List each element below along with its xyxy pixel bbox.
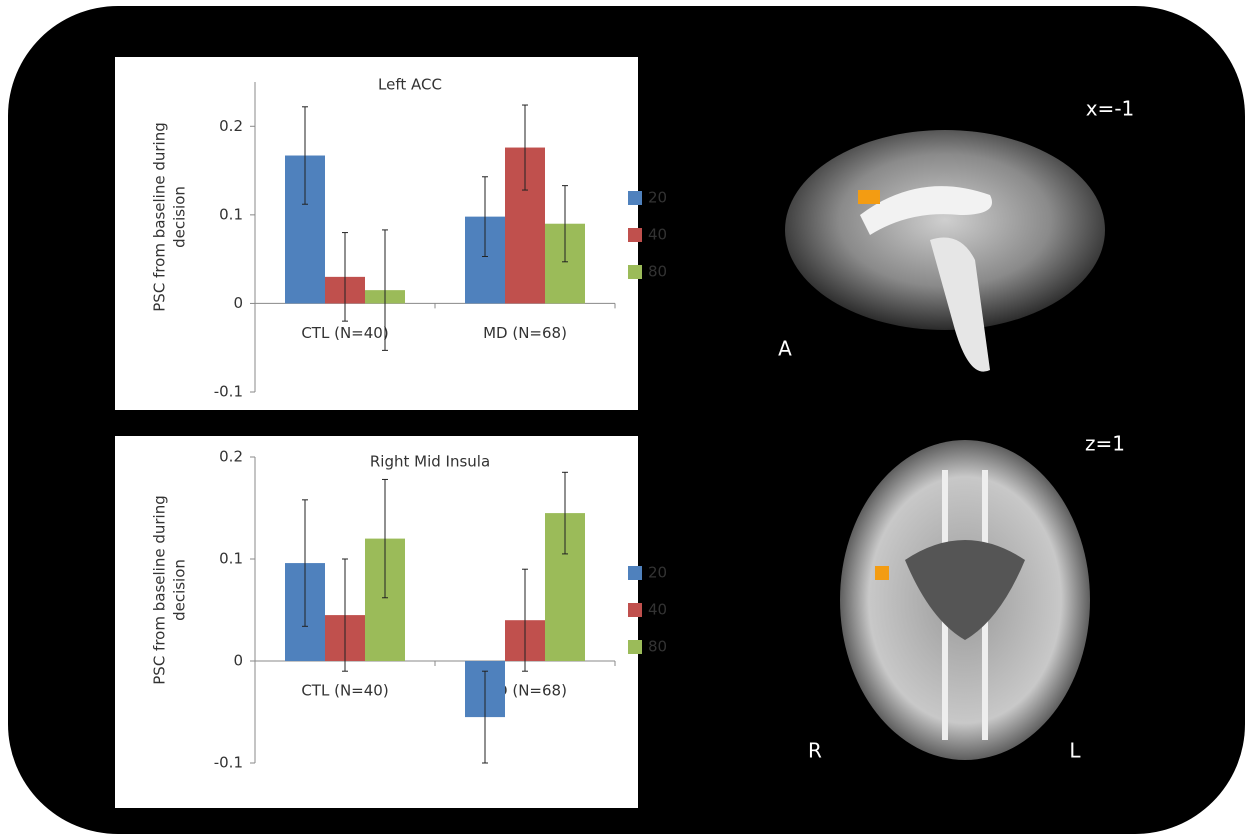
legend-swatch bbox=[628, 640, 642, 654]
y-tick-label: 0 bbox=[233, 652, 243, 670]
y-axis-label: decision bbox=[171, 186, 189, 248]
legend-label: 20 bbox=[648, 564, 667, 582]
slice-label: z=1 bbox=[1085, 432, 1125, 456]
brain-axial bbox=[840, 440, 1090, 760]
legend-label: 40 bbox=[648, 601, 667, 619]
legend-swatch bbox=[628, 191, 642, 205]
legend-swatch bbox=[628, 228, 642, 242]
legend-swatch bbox=[628, 265, 642, 279]
slice-label: x=-1 bbox=[1086, 97, 1135, 121]
y-axis-label: PSC from baseline during bbox=[151, 122, 169, 311]
y-axis-label: decision bbox=[171, 559, 189, 621]
y-tick-label: 0.2 bbox=[219, 117, 243, 135]
orientation-label: A bbox=[778, 337, 792, 361]
chart-title: Left ACC bbox=[378, 76, 442, 94]
legend-label: 80 bbox=[648, 638, 667, 656]
legend-label: 40 bbox=[648, 226, 667, 244]
y-tick-label: 0 bbox=[233, 294, 243, 312]
y-tick-label: 0.2 bbox=[219, 448, 243, 466]
y-tick-label: -0.1 bbox=[214, 383, 243, 401]
legend-swatch bbox=[628, 603, 642, 617]
orientation-label: R bbox=[808, 739, 822, 763]
legend-label: 80 bbox=[648, 263, 667, 281]
figure: x=-1 A z=1 R L Left ACC PSC from baseline… bbox=[0, 0, 1253, 840]
x-tick-label: CTL (N=40) bbox=[301, 682, 388, 700]
y-tick-label: 0.1 bbox=[219, 205, 243, 223]
y-tick-label: -0.1 bbox=[214, 754, 243, 772]
y-axis-label: PSC from baseline during bbox=[151, 495, 169, 684]
chart-title: Right Mid Insula bbox=[370, 453, 490, 471]
legend-swatch bbox=[628, 566, 642, 580]
y-tick-label: 0.1 bbox=[219, 550, 243, 568]
orientation-label: L bbox=[1069, 739, 1081, 763]
legend-label: 20 bbox=[648, 189, 667, 207]
x-tick-label: MD (N=68) bbox=[483, 324, 567, 342]
x-tick-label: CTL (N=40) bbox=[301, 324, 388, 342]
